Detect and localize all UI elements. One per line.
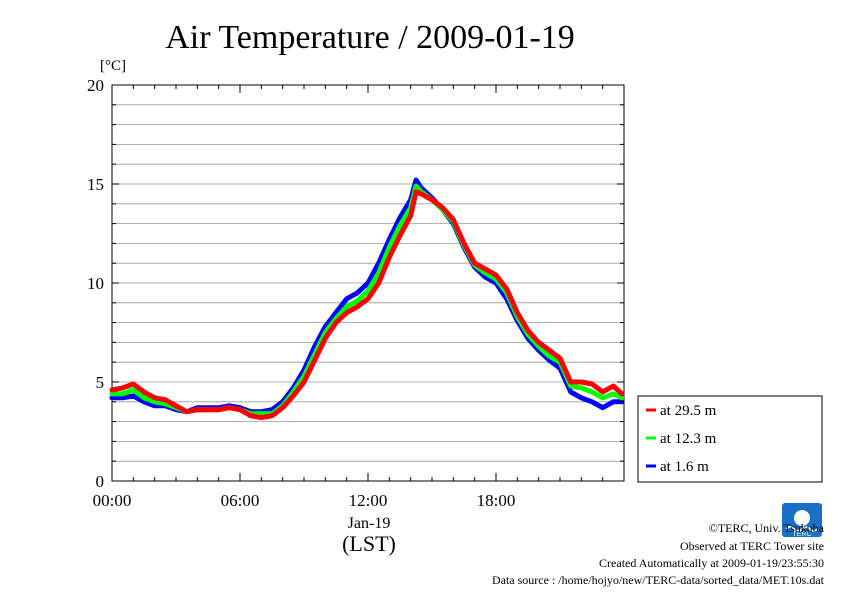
- y-tick-label: 10: [87, 274, 104, 293]
- y-axis-unit-label: [°C]: [100, 58, 126, 74]
- x-tick-label: 00:00: [93, 491, 132, 510]
- x-tick-label: 18:00: [477, 491, 516, 510]
- footer-copyright: ©TERC, Univ. Tsukuba: [709, 521, 825, 535]
- x-tick-label: 06:00: [221, 491, 260, 510]
- y-tick-label: 5: [96, 373, 105, 392]
- y-axis-ticks: 0 5 10 15 20: [87, 76, 624, 491]
- footer-source: Data source : /home/hojyo/new/TERC-data/…: [492, 573, 825, 587]
- chart-title: Air Temperature / 2009-01-19: [165, 19, 575, 56]
- x-tick-label: 12:00: [349, 491, 388, 510]
- x-axis-ticks: 00:00 06:00 12:00 18:00: [93, 85, 625, 510]
- date-label: Jan-19: [348, 515, 391, 532]
- y-tick-label: 15: [87, 175, 104, 194]
- logo-text: TERC: [792, 531, 811, 538]
- logo-wave-icon: [785, 526, 819, 532]
- legend: at 29.5 m at 12.3 m at 1.6 m: [637, 395, 823, 483]
- logo-drop-icon: [794, 510, 810, 526]
- legend-box: [637, 395, 823, 483]
- footer-created: Created Automatically at 2009-01-19/23:5…: [599, 556, 824, 570]
- legend-label: at 12.3 m: [660, 431, 717, 447]
- series-line: [109, 189, 625, 421]
- x-axis-label: (LST): [342, 531, 396, 556]
- footer-observed: Observed at TERC Tower site: [680, 539, 824, 553]
- legend-label: at 1.6 m: [660, 459, 709, 475]
- y-tick-label: 20: [87, 76, 104, 95]
- series-lines: [109, 177, 625, 421]
- terc-logo: TERC: [782, 503, 822, 538]
- legend-label: at 29.5 m: [660, 403, 717, 419]
- y-tick-label: 0: [96, 472, 105, 491]
